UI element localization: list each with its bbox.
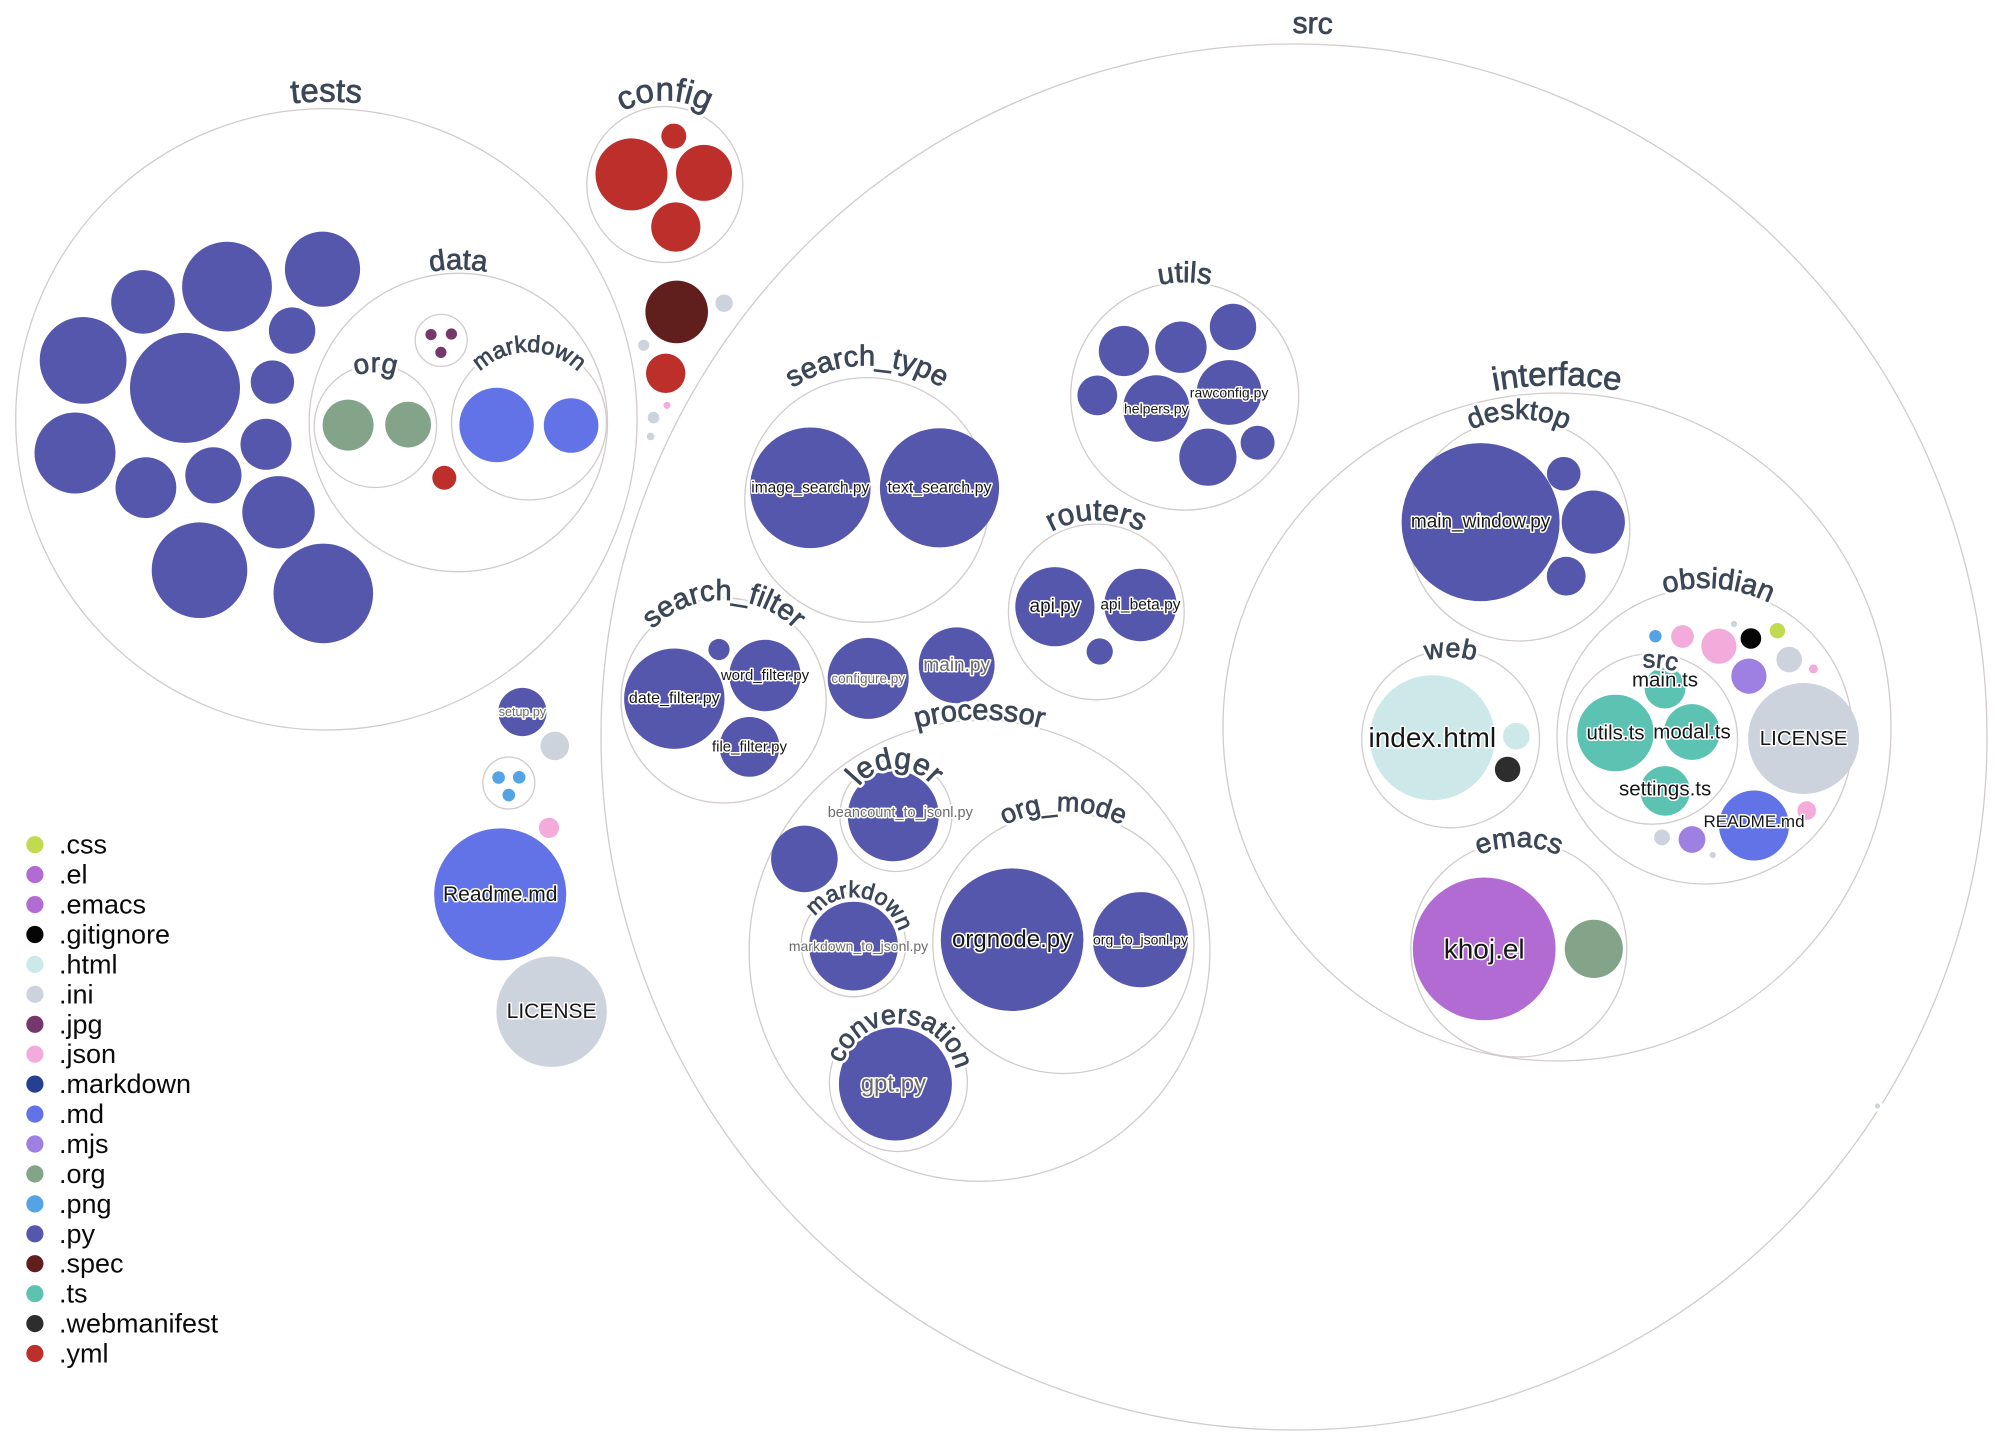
svg-text:.ts: .ts [59, 1279, 88, 1309]
svg-text:api.py: api.py [1030, 596, 1081, 617]
svg-text:data: data [427, 244, 491, 279]
svg-text:modal.ts: modal.ts [1653, 721, 1730, 744]
svg-text:web: web [1421, 633, 1480, 666]
svg-text:.md: .md [59, 1099, 104, 1129]
svg-text:text_search.py: text_search.py [887, 479, 991, 496]
svg-text:setup.py: setup.py [499, 705, 547, 719]
svg-text:.py: .py [59, 1219, 96, 1249]
svg-text:helpers.py: helpers.py [1124, 401, 1189, 417]
svg-text:processor: processor [911, 694, 1049, 735]
svg-text:.gitignore: .gitignore [59, 920, 170, 950]
svg-text:.markdown: .markdown [59, 1069, 191, 1099]
svg-text:routers: routers [1040, 494, 1152, 538]
svg-text:utils: utils [1155, 257, 1214, 292]
svg-text:README.md: README.md [1703, 812, 1804, 831]
svg-text:org: org [350, 347, 401, 381]
svg-text:image_search.py: image_search.py [751, 479, 869, 496]
svg-text:.emacs: .emacs [59, 890, 146, 920]
svg-text:main.ts: main.ts [1632, 669, 1698, 692]
svg-text:configure.py: configure.py [831, 671, 905, 686]
svg-text:.el: .el [59, 860, 88, 890]
svg-text:.css: .css [59, 830, 107, 860]
svg-text:orgnode.py: orgnode.py [952, 926, 1072, 953]
svg-text:utils.ts: utils.ts [1586, 722, 1644, 745]
svg-text:.yml: .yml [59, 1339, 109, 1369]
svg-text:interface: interface [1489, 355, 1625, 398]
svg-text:web: web [1421, 633, 1480, 666]
svg-text:config: config [610, 70, 719, 117]
svg-text:org: org [350, 347, 401, 381]
svg-text:.png: .png [59, 1189, 112, 1219]
svg-text:utils: utils [1155, 257, 1214, 292]
svg-text:LICENSE: LICENSE [1760, 727, 1848, 750]
svg-text:.spec: .spec [59, 1249, 124, 1279]
svg-text:khoj.el: khoj.el [1444, 933, 1525, 964]
svg-text:.ini: .ini [59, 979, 94, 1009]
svg-text:org_to_jsonl.py: org_to_jsonl.py [1093, 932, 1188, 948]
svg-text:markdown_to_jsonl.py: markdown_to_jsonl.py [789, 938, 928, 954]
svg-text:.jpg: .jpg [59, 1009, 103, 1039]
svg-text:api_beta.py: api_beta.py [1100, 597, 1180, 614]
svg-text:.org: .org [59, 1159, 106, 1189]
svg-text:.webmanifest: .webmanifest [59, 1309, 219, 1339]
svg-text:beancount_to_jsonl.py: beancount_to_jsonl.py [828, 805, 974, 821]
svg-text:src: src [1642, 645, 1681, 677]
svg-text:file_filter.py: file_filter.py [712, 738, 788, 755]
svg-text:markdown: markdown [467, 331, 591, 376]
svg-text:Readme.md: Readme.md [443, 883, 557, 906]
svg-text:search_filter: search_filter [636, 575, 812, 635]
svg-text:.html: .html [59, 949, 118, 979]
svg-text:gpt.py: gpt.py [861, 1071, 926, 1098]
svg-text:index.html: index.html [1368, 722, 1496, 753]
svg-text:rawconfig.py: rawconfig.py [1190, 385, 1269, 401]
svg-text:emacs: emacs [1471, 822, 1568, 861]
svg-text:desktop: desktop [1462, 394, 1575, 435]
svg-text:data: data [427, 244, 491, 279]
svg-text:settings.ts: settings.ts [1619, 777, 1711, 800]
svg-text:main.py: main.py [923, 655, 990, 676]
svg-text:search_type: search_type [780, 341, 955, 394]
svg-text:LICENSE: LICENSE [507, 1000, 597, 1023]
svg-text:src: src [1292, 7, 1333, 41]
svg-text:tests: tests [289, 71, 364, 110]
svg-text:date_filter.py: date_filter.py [629, 690, 720, 707]
svg-text:.json: .json [59, 1039, 116, 1069]
svg-text:.mjs: .mjs [59, 1129, 109, 1159]
svg-text:obsidian: obsidian [1659, 563, 1780, 609]
svg-text:org_mode: org_mode [995, 787, 1131, 830]
svg-text:src: src [1292, 7, 1333, 41]
svg-text:main_window.py: main_window.py [1411, 512, 1551, 533]
svg-text:word_filter.py: word_filter.py [720, 667, 810, 684]
